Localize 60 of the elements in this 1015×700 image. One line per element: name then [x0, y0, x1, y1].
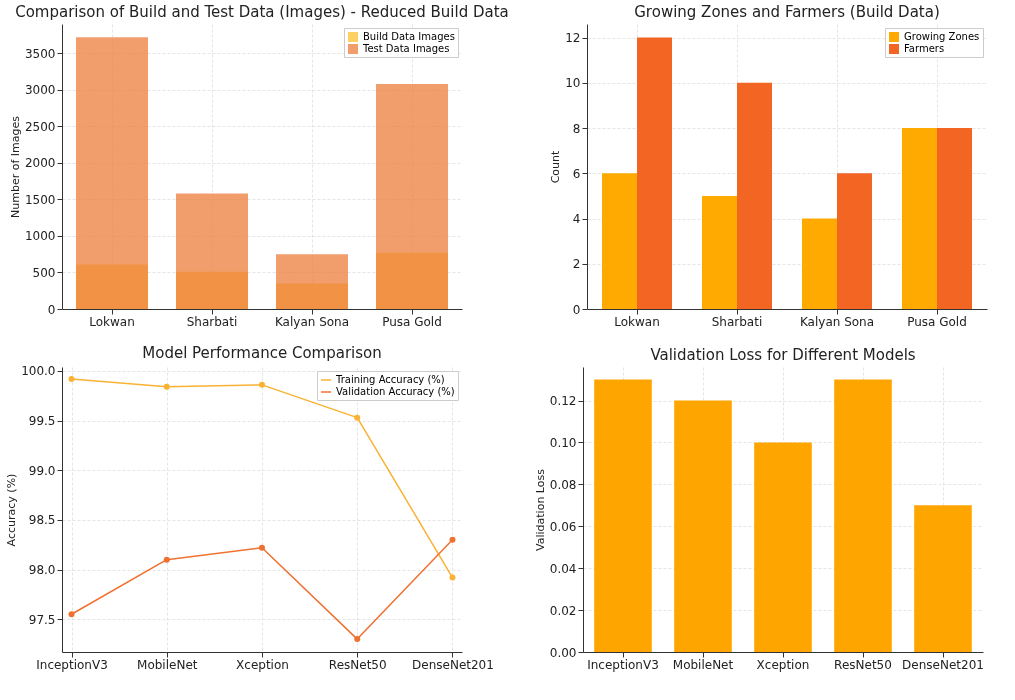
y-tick-label: 99.5 — [28, 414, 56, 429]
y-tick-label: 0.02 — [549, 603, 577, 618]
x-tick-label: Lokwan — [89, 314, 135, 329]
y-tick-label: 2500 — [24, 119, 56, 134]
y-tick-label: 2 — [572, 257, 581, 272]
y-tick-label: 10 — [565, 76, 581, 91]
x-tick-label: Pusa Gold — [907, 314, 967, 329]
x-tick-label: Lokwan — [614, 314, 660, 329]
y-tick-label: 2000 — [24, 156, 56, 171]
y-tick-label: 8 — [572, 121, 581, 136]
y-tick-label: 3500 — [24, 46, 56, 61]
y-tick-label: 12 — [565, 31, 581, 46]
chart-title: Comparison of Build and Test Data (Images) - Reduced Build Data — [15, 3, 509, 21]
x-tick-label: DenseNet201 — [902, 657, 984, 672]
y-tick-label: 0.12 — [549, 394, 577, 409]
y-tick-label: 6 — [572, 166, 581, 181]
x-tick-label: MobileNet — [137, 657, 198, 672]
y-tick-label: 1000 — [24, 229, 56, 244]
x-tick-label: Kalyan Sona — [799, 314, 875, 329]
y-tick-label: 0.00 — [549, 645, 577, 660]
y-tick-label: 0 — [47, 302, 56, 317]
y-tick-label: 98.0 — [28, 563, 56, 578]
legend-label: Build Data Images — [363, 31, 455, 42]
x-tick-label: Sharbati — [186, 314, 238, 329]
y-tick-label: 4 — [572, 212, 581, 227]
y-tick-label: 1500 — [24, 192, 56, 207]
x-tick-label: MobileNet — [672, 657, 734, 672]
y-tick-label: 500 — [32, 265, 56, 280]
legend-label: Farmers — [904, 43, 945, 54]
y-tick-label: 97.5 — [28, 612, 56, 627]
y-tick-label: 3000 — [24, 83, 56, 98]
y-axis-title: Count — [549, 149, 563, 184]
x-tick-label: Pusa Gold — [382, 314, 442, 329]
y-tick-label: 0.10 — [549, 435, 577, 450]
chart-title: Validation Loss for Different Models — [650, 346, 916, 364]
y-axis-title: Accuracy (%) — [5, 473, 19, 547]
y-axis-title: Validation Loss — [533, 468, 547, 551]
x-tick-label: ResNet50 — [328, 657, 387, 672]
y-tick-label: 0.06 — [549, 519, 577, 534]
legend-label: Training Accuracy (%) — [335, 374, 445, 385]
x-tick-label: Sharbati — [711, 314, 763, 329]
legend-label: Validation Accuracy (%) — [336, 386, 455, 397]
chart-title: Model Performance Comparison — [142, 343, 382, 362]
y-tick-label: 0.04 — [549, 561, 577, 576]
x-tick-label: Xception — [236, 657, 289, 672]
x-tick-label: Kalyan Sona — [274, 314, 350, 329]
y-tick-label: 99.0 — [28, 463, 56, 478]
x-tick-label: InceptionV3 — [587, 657, 659, 672]
chart-title: Growing Zones and Farmers (Build Data) — [634, 3, 940, 21]
x-tick-label: InceptionV3 — [36, 657, 108, 672]
legend-label: Growing Zones — [904, 31, 980, 42]
x-tick-label: Xception — [756, 657, 810, 672]
y-tick-label: 0 — [572, 302, 581, 317]
y-tick-label: 98.5 — [28, 513, 56, 528]
legend-label: Test Data Images — [362, 43, 450, 54]
y-axis-title: Number of Images — [8, 115, 22, 218]
x-tick-label: ResNet50 — [834, 657, 892, 672]
y-tick-label: 0.08 — [549, 477, 577, 492]
x-tick-label: DenseNet201 — [412, 657, 494, 672]
y-tick-label: 100.0 — [21, 364, 56, 379]
